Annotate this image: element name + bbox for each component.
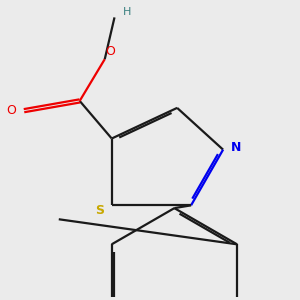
Text: O: O xyxy=(105,45,115,58)
Text: S: S xyxy=(95,204,104,217)
Text: N: N xyxy=(230,141,241,154)
Text: O: O xyxy=(7,104,16,117)
Text: H: H xyxy=(123,8,131,17)
